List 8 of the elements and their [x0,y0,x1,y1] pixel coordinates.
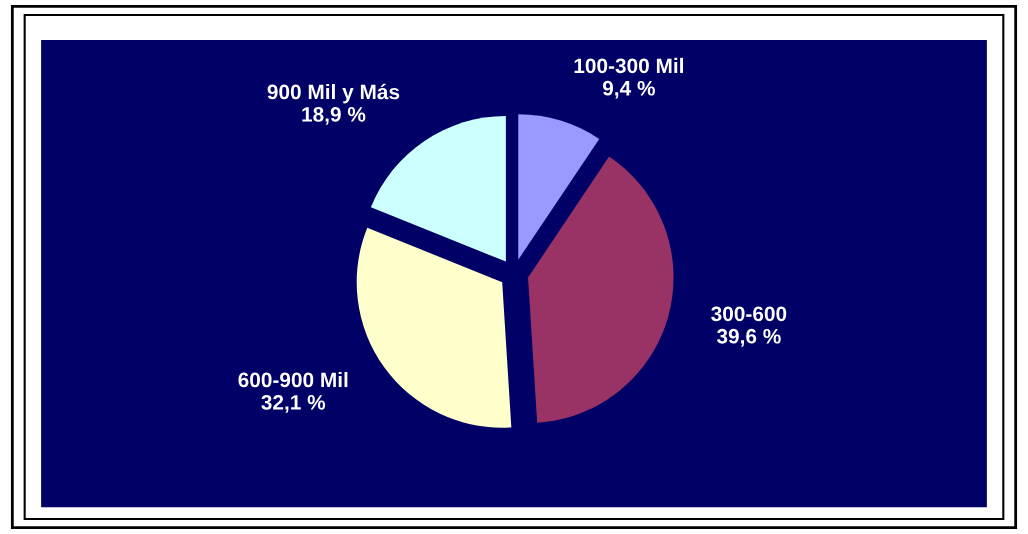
data-label: 9,4 % [602,80,655,99]
data-label: 39,6 % [716,328,781,347]
slice-label: 600-900 Mil [238,371,348,388]
data-label: 18,9 % [302,106,366,125]
slice-label: 900 Mil y Más [267,83,400,104]
data-label: 32,1 % [261,394,326,413]
slice-label: 100-300 Mil [574,57,683,74]
slice-label: 300-600 [711,306,787,322]
